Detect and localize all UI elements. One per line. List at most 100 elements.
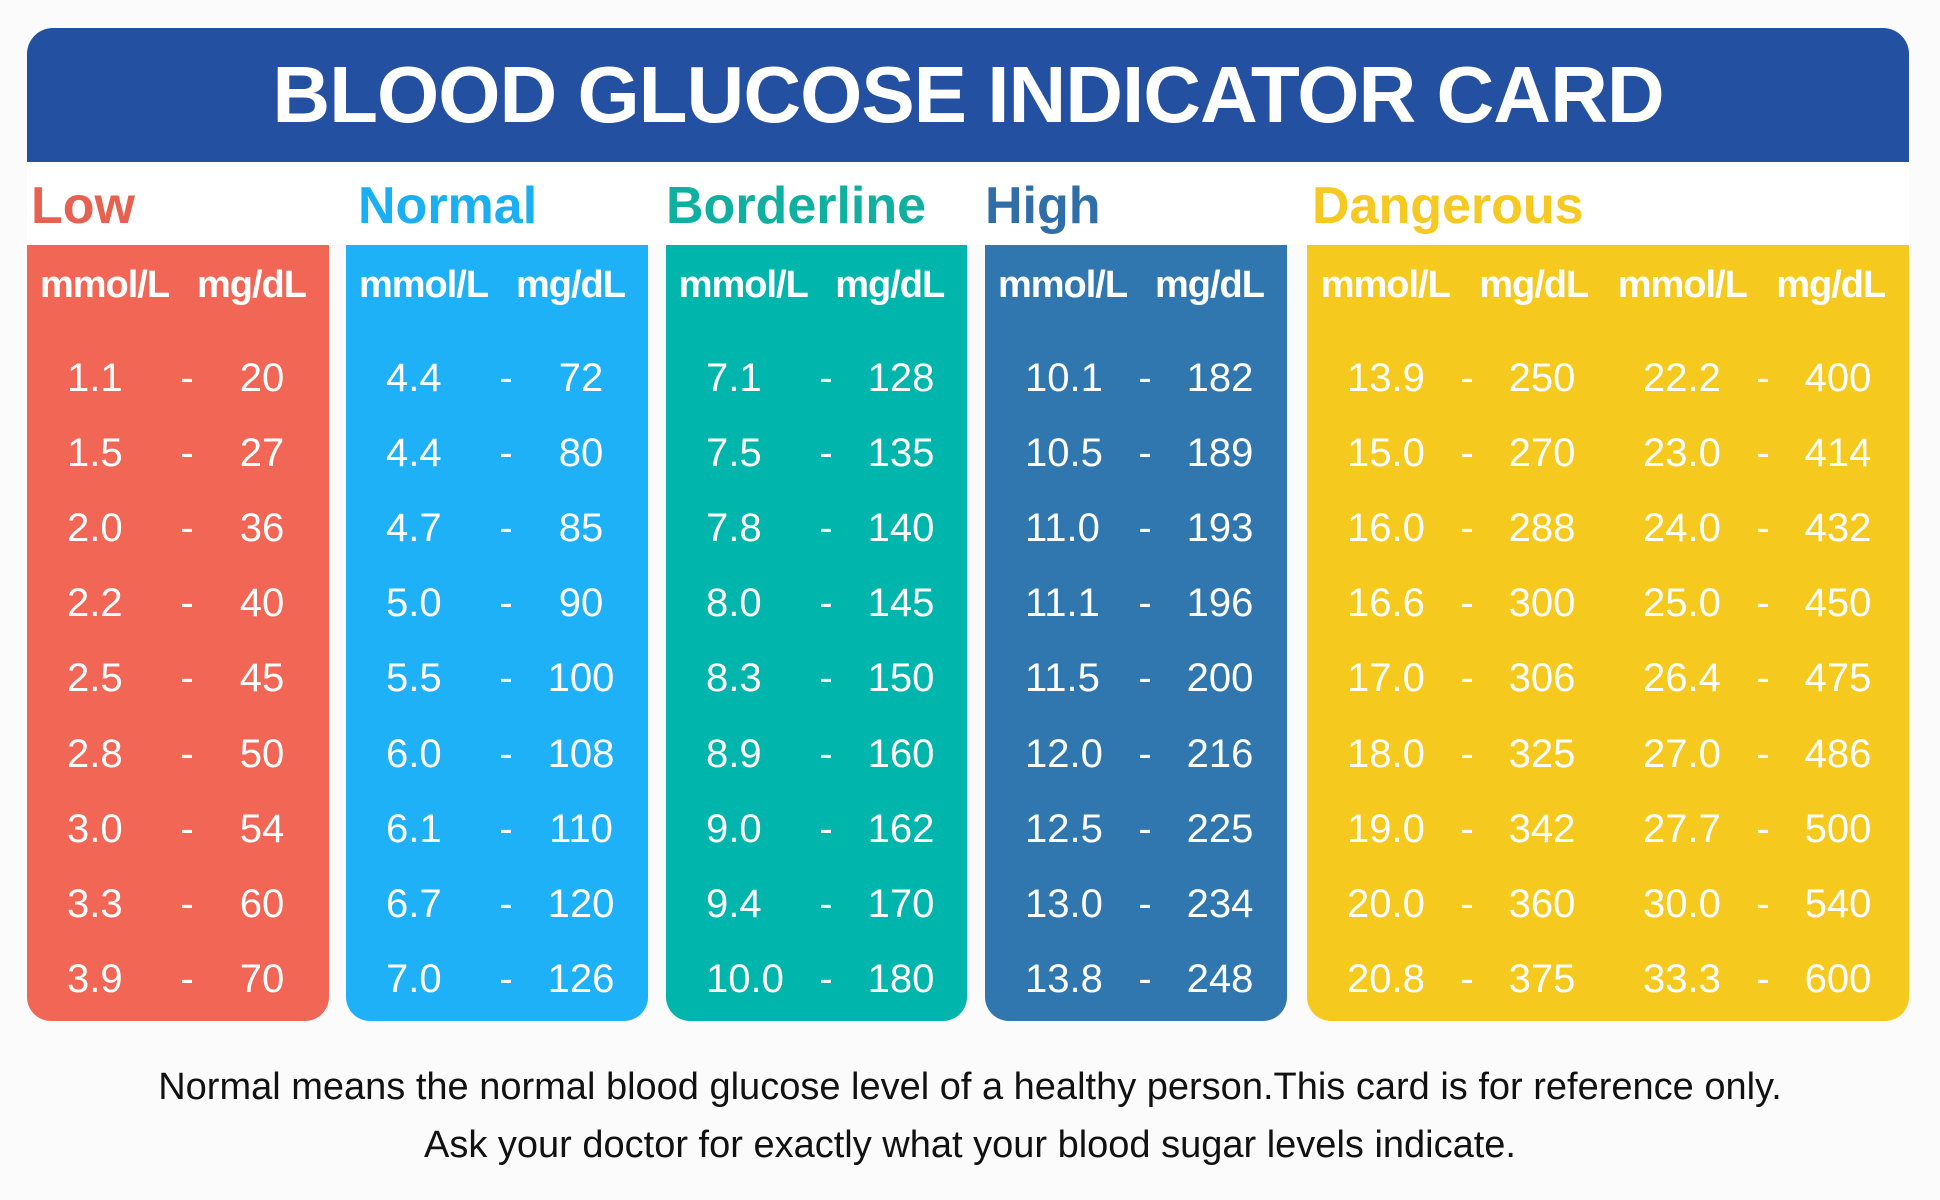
- unit-mmol: mmol/L: [1617, 264, 1748, 306]
- mmol-value: 6.7: [386, 881, 442, 926]
- range-dash: -: [1756, 355, 1770, 400]
- panel-low: mmol/L mg/dL 1.1-20 1.5-27 2.0-36 2.2-40 2.5-4…: [27, 245, 329, 1021]
- mmol-value: 10.1: [1025, 355, 1103, 400]
- mmol-value: 23.0: [1643, 430, 1721, 475]
- table-row: 10.1-182: [985, 340, 1287, 415]
- mgdl-value: 486: [1804, 731, 1872, 776]
- mmol-value: 13.9: [1347, 355, 1425, 400]
- range-dash: -: [180, 355, 194, 400]
- mgdl-value: 360: [1508, 881, 1576, 926]
- value-rows: 13.9-250 22.2-400 15.0-270 23.0-414 16.0-288…: [1307, 340, 1909, 1017]
- mgdl-value: 100: [547, 656, 615, 701]
- table-row: 4.4 -80: [346, 415, 648, 490]
- mgdl-value: 150: [867, 656, 935, 701]
- mmol-value: 8.0: [706, 581, 762, 626]
- table-row: 5.5 -100: [346, 641, 648, 716]
- table-row: 7.1 -128: [666, 340, 967, 415]
- range-dash: -: [819, 806, 833, 851]
- mmol-value: 6.0: [386, 731, 442, 776]
- range-dash: -: [1756, 957, 1770, 1002]
- unit-headers: mmol/L mg/dL mmol/L mg/dL: [1307, 262, 1909, 308]
- table-row: 4.4 -72: [346, 340, 648, 415]
- mgdl-value: 250: [1508, 355, 1576, 400]
- range-dash: -: [819, 957, 833, 1002]
- table-row: 13.0-234: [985, 866, 1287, 941]
- mgdl-value: 170: [867, 881, 935, 926]
- mgdl-value: 306: [1508, 656, 1576, 701]
- table-row: 13.9-250 22.2-400: [1307, 340, 1909, 415]
- table-row: 10.5-189: [985, 415, 1287, 490]
- mmol-value: 2.8: [67, 731, 123, 776]
- mgdl-value: 248: [1186, 957, 1254, 1002]
- value-rows: 10.1-182 10.5-189 11.0-193 11.1-196 11.5-200…: [985, 340, 1287, 1017]
- range-dash: -: [499, 581, 513, 626]
- range-dash: -: [1138, 731, 1152, 776]
- table-row: 15.0-270 23.0-414: [1307, 415, 1909, 490]
- mmol-value: 22.2: [1643, 355, 1721, 400]
- table-row: 16.0-288 24.0-432: [1307, 490, 1909, 565]
- range-dash: -: [180, 881, 194, 926]
- mmol-value: 4.4: [386, 430, 442, 475]
- table-row: 7.5 -135: [666, 415, 967, 490]
- range-dash: -: [1756, 430, 1770, 475]
- mmol-value: 13.0: [1025, 881, 1103, 926]
- mgdl-value: 70: [239, 957, 285, 1002]
- table-row: 16.6-300 25.0-450: [1307, 566, 1909, 641]
- table-row: 9.4 -170: [666, 866, 967, 941]
- range-dash: -: [1756, 881, 1770, 926]
- mmol-value: 8.3: [706, 656, 762, 701]
- mgdl-value: 400: [1804, 355, 1872, 400]
- range-dash: -: [1460, 881, 1474, 926]
- category-label-high: High: [985, 177, 1101, 235]
- mmol-value: 4.4: [386, 355, 442, 400]
- mmol-value: 5.0: [386, 581, 442, 626]
- range-dash: -: [819, 581, 833, 626]
- range-dash: -: [819, 731, 833, 776]
- mgdl-value: 60: [239, 881, 285, 926]
- range-dash: -: [1756, 806, 1770, 851]
- range-dash: -: [1460, 656, 1474, 701]
- range-dash: -: [1460, 806, 1474, 851]
- unit-mmol: mmol/L: [678, 264, 809, 306]
- mmol-value: 3.9: [67, 957, 123, 1002]
- panel-borderline: mmol/L mg/dL 7.1-128 7.5-135 7.8-140 8.0-145 8…: [666, 245, 967, 1021]
- mgdl-value: 108: [547, 731, 615, 776]
- mmol-value: 8.9: [706, 731, 762, 776]
- mmol-value: 12.0: [1025, 731, 1103, 776]
- unit-mgdl: mg/dL: [835, 264, 945, 306]
- range-dash: -: [499, 881, 513, 926]
- mmol-value: 7.8: [706, 505, 762, 550]
- card-title: BLOOD GLUCOSE INDICATOR CARD: [272, 50, 1664, 139]
- mgdl-value: 40: [239, 581, 285, 626]
- category-label-borderline: Borderline: [666, 177, 927, 235]
- mgdl-value: 80: [558, 430, 604, 475]
- mmol-value: 7.0: [386, 957, 442, 1002]
- mmol-value: 5.5: [386, 656, 442, 701]
- mgdl-value: 342: [1508, 806, 1576, 851]
- range-dash: -: [180, 505, 194, 550]
- value-rows: 4.4-72 4.4-80 4.7-85 5.0-90 5.5-100 6.0-108 6.…: [346, 340, 648, 1017]
- mmol-value: 2.0: [67, 505, 123, 550]
- table-row: 8.9 -160: [666, 716, 967, 791]
- table-row: 18.0-325 27.0-486: [1307, 716, 1909, 791]
- unit-headers: mmol/L mg/dL: [985, 262, 1287, 308]
- range-dash: -: [1460, 581, 1474, 626]
- mmol-value: 25.0: [1643, 581, 1721, 626]
- range-dash: -: [1138, 957, 1152, 1002]
- mmol-value: 7.5: [706, 430, 762, 475]
- unit-mgdl: mg/dL: [1776, 264, 1886, 306]
- unit-mgdl: mg/dL: [516, 264, 626, 306]
- category-label-normal: Normal: [358, 177, 538, 235]
- mgdl-value: 200: [1186, 656, 1254, 701]
- unit-headers: mmol/L mg/dL: [27, 262, 329, 308]
- mgdl-value: 180: [867, 957, 935, 1002]
- mmol-value: 11.0: [1025, 505, 1100, 550]
- range-dash: -: [1138, 505, 1152, 550]
- table-row: 3.9 -70: [27, 942, 329, 1017]
- mmol-value: 1.5: [67, 430, 123, 475]
- mmol-value: 10.5: [1025, 430, 1103, 475]
- mmol-value: 11.1: [1025, 581, 1100, 626]
- mgdl-value: 225: [1186, 806, 1254, 851]
- mmol-value: 3.0: [67, 806, 123, 851]
- range-dash: -: [499, 505, 513, 550]
